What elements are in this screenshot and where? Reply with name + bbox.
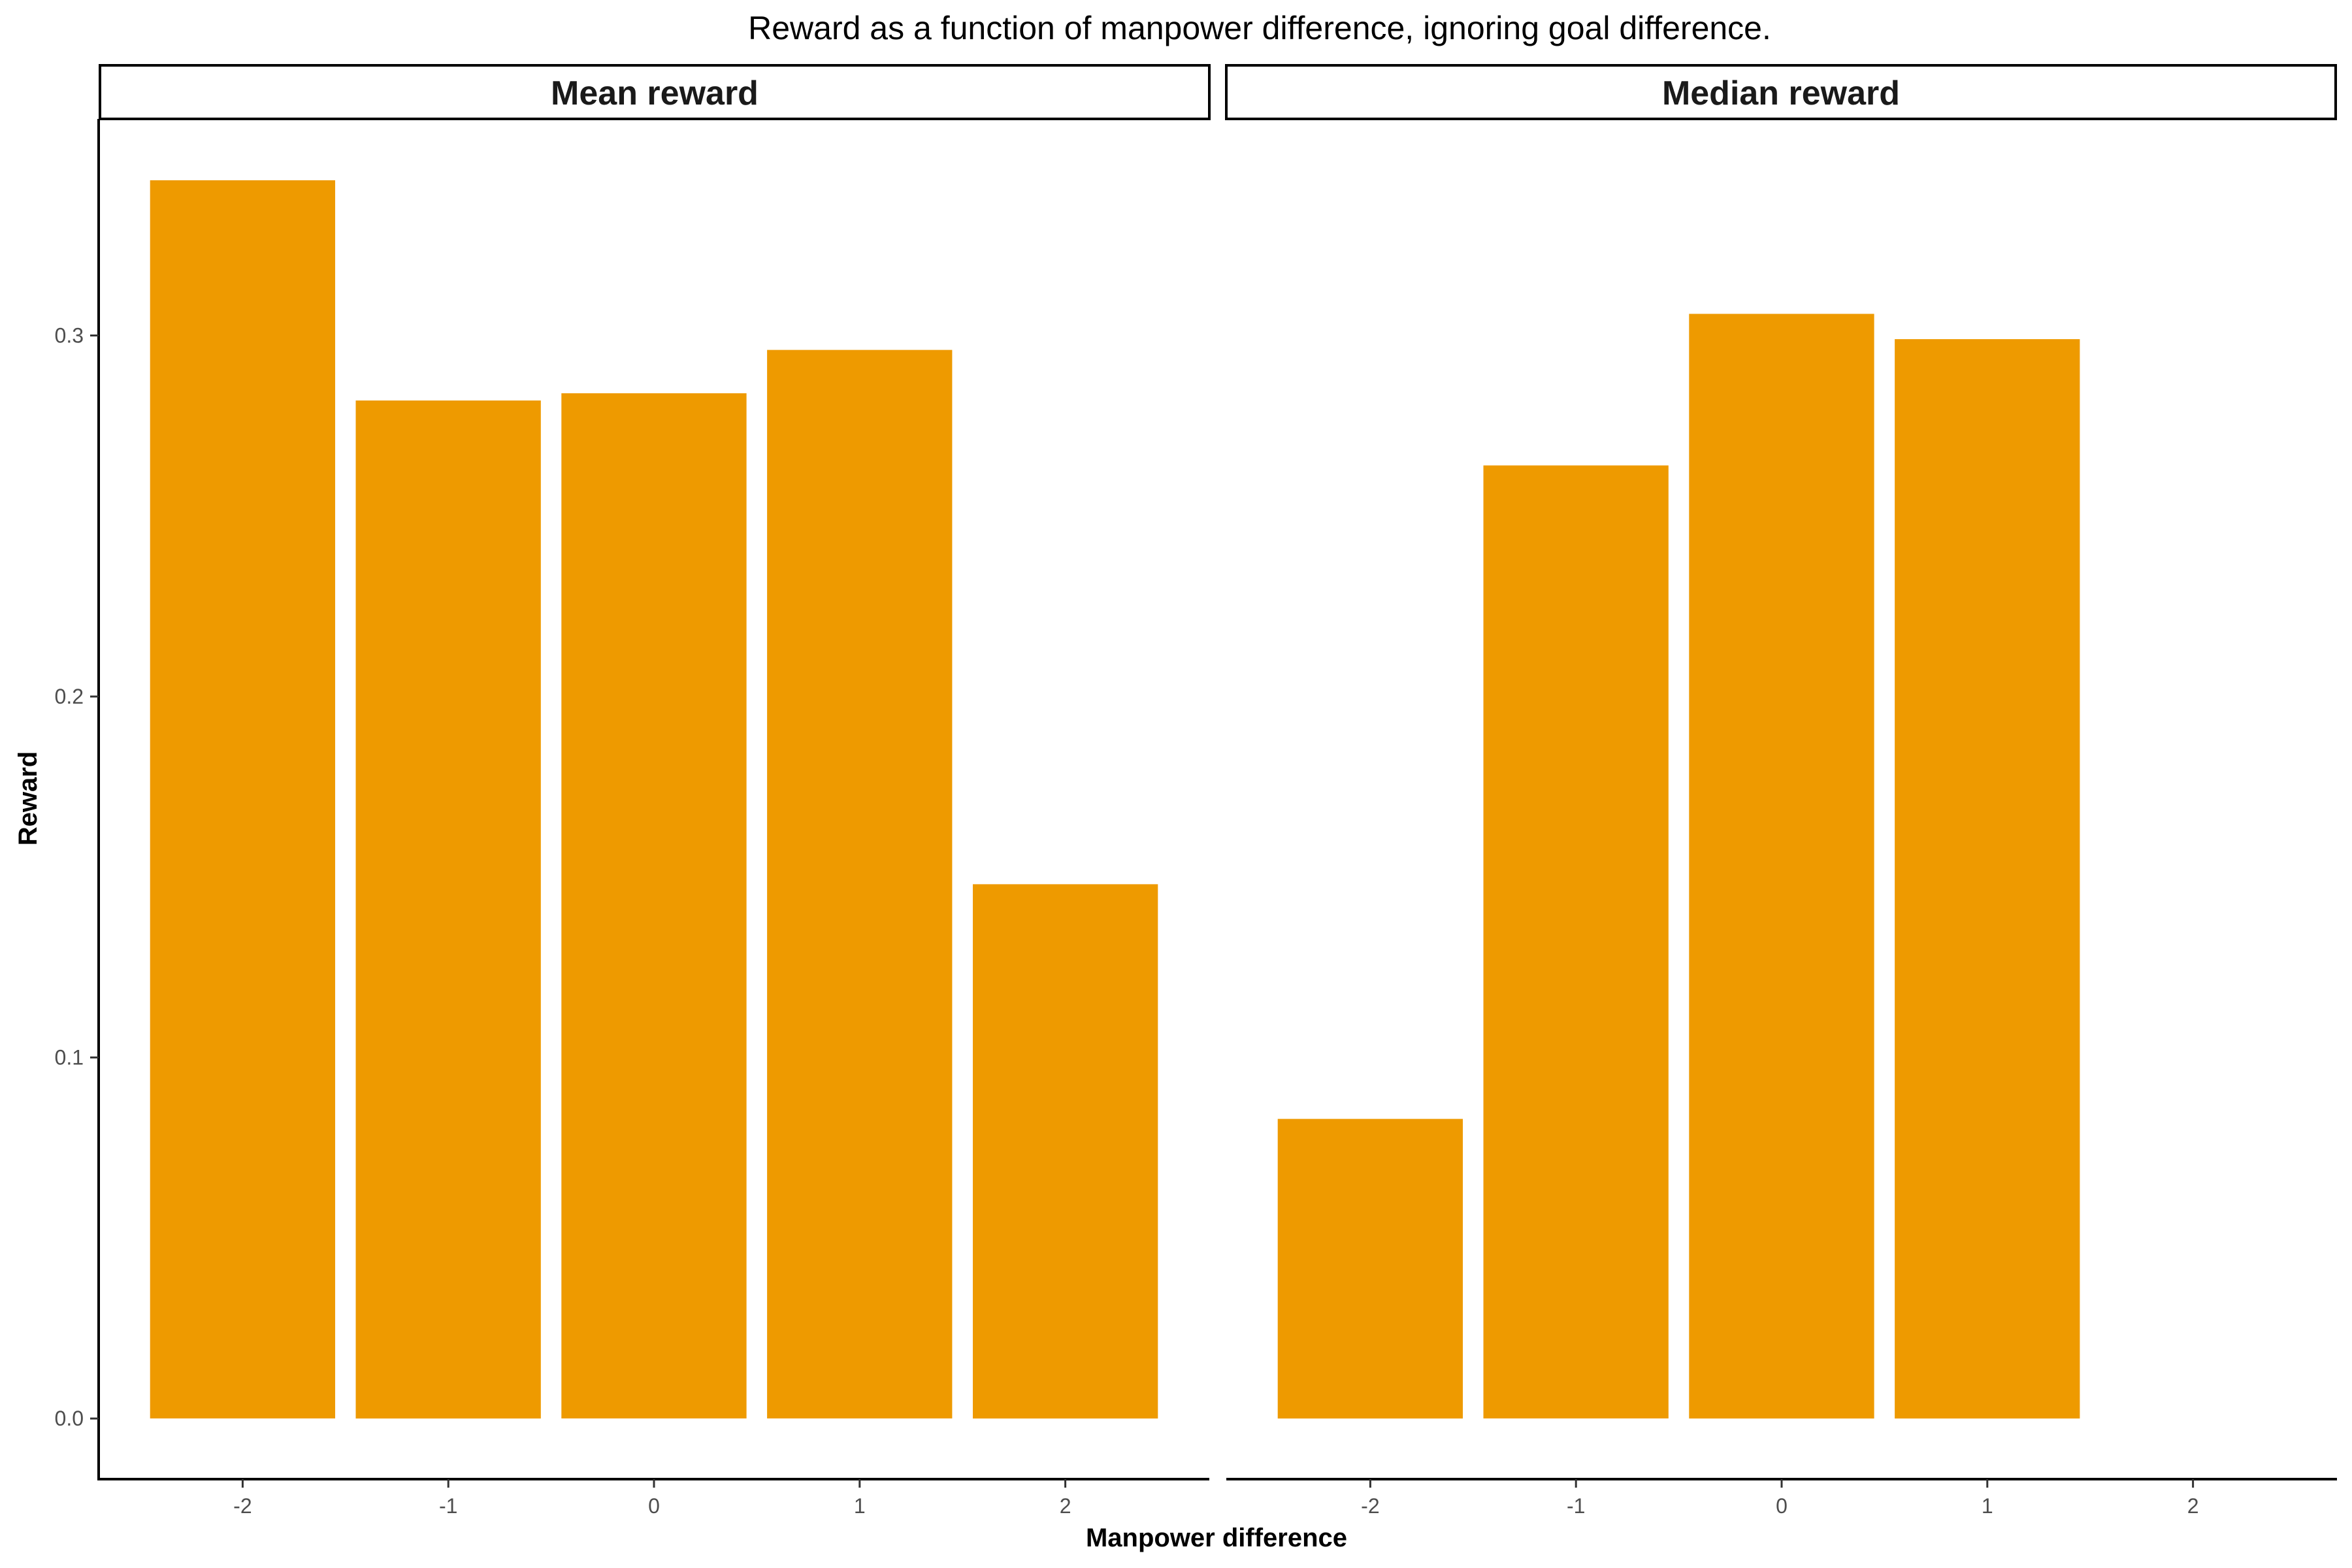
- y-tick-label: 0.0: [55, 1407, 84, 1430]
- bar-median-1: [1895, 339, 2080, 1419]
- x-tick-label: -1: [439, 1494, 457, 1518]
- bar-mean-2: [973, 884, 1158, 1419]
- x-tick-label: -1: [1567, 1494, 1585, 1518]
- facet-strip-median: [1225, 64, 2337, 120]
- facet-label-mean: Mean reward: [551, 74, 759, 112]
- bar-median-0: [1689, 314, 1874, 1419]
- y-axis-title: Reward: [14, 751, 42, 846]
- bar-median--2: [1277, 1119, 1463, 1419]
- x-tick-label: 0: [1776, 1494, 1788, 1518]
- y-tick-label: 0.2: [55, 685, 84, 708]
- bar-mean--2: [150, 180, 335, 1419]
- y-tick-label: 0.3: [55, 324, 84, 348]
- x-tick-label: 1: [854, 1494, 866, 1518]
- bars-layer: [150, 180, 2080, 1419]
- x-axis-title: Manpower difference: [1086, 1524, 1347, 1552]
- x-tick-label: 0: [648, 1494, 660, 1518]
- facet-strip-mean: [99, 64, 1211, 120]
- y-tick-label: 0.1: [55, 1046, 84, 1070]
- facet-label-median: Median reward: [1662, 74, 1900, 112]
- x-tick-label: 2: [2187, 1494, 2199, 1518]
- chart-title: Reward as a function of manpower differe…: [748, 10, 1771, 46]
- x-tick-label: 1: [1982, 1494, 1993, 1518]
- x-tick-label: -2: [233, 1494, 252, 1518]
- bar-median--1: [1483, 465, 1669, 1419]
- x-tick-label: 2: [1060, 1494, 1071, 1518]
- y-axis-ticks: 0.0 0.1 0.2 0.3: [55, 324, 99, 1430]
- x-axis-ticks: -2 -1 0 1 2 -2 -1 0 1 2: [233, 1479, 2198, 1518]
- x-tick-label: -2: [1361, 1494, 1379, 1518]
- bar-mean-0: [561, 393, 747, 1419]
- bar-mean-1: [767, 350, 953, 1419]
- bar-mean--1: [355, 400, 541, 1419]
